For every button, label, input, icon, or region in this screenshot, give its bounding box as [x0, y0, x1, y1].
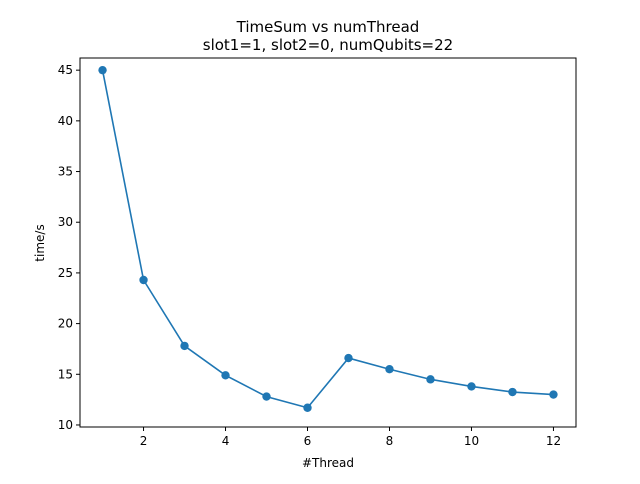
data-point — [508, 387, 517, 397]
x-tick-label: 8 — [386, 434, 394, 448]
data-point — [98, 65, 107, 75]
series-line — [101, 70, 554, 409]
chart-title: TimeSum vs numThread — [236, 18, 420, 36]
data-point — [549, 390, 558, 399]
y-tick-label: 10 — [58, 418, 73, 432]
y-tick-label: 45 — [58, 63, 73, 77]
x-tick-label: 4 — [222, 434, 230, 448]
x-tick-label: 10 — [464, 434, 479, 448]
data-point — [303, 403, 312, 412]
y-tick-label: 25 — [58, 266, 73, 280]
y-tick-label: 30 — [58, 215, 73, 229]
data-point — [180, 341, 189, 351]
data-point — [426, 375, 435, 384]
plot-frame — [79, 57, 577, 428]
x-tick-label: 12 — [546, 434, 561, 448]
y-axis-label: time/s — [33, 224, 47, 261]
data-point — [139, 275, 148, 285]
data-point — [385, 365, 394, 374]
data-point — [221, 371, 230, 380]
data-point — [262, 392, 271, 401]
x-axis-label: #Thread — [302, 456, 354, 470]
y-tick-label: 15 — [58, 367, 73, 381]
y-tick-label: 40 — [58, 114, 73, 128]
data-point — [344, 353, 353, 363]
x-tick-label: 2 — [140, 434, 148, 448]
data-point — [467, 382, 476, 391]
x-tick-label: 6 — [304, 434, 312, 448]
chart-subtitle: slot1=1, slot2=0, numQubits=22 — [203, 36, 453, 54]
plot-layer: 2 4 6 8 10 12 10 15 20 25 30 35 40 45 — [58, 57, 577, 448]
y-tick-label: 35 — [58, 165, 73, 179]
y-tick-label: 20 — [58, 317, 73, 331]
